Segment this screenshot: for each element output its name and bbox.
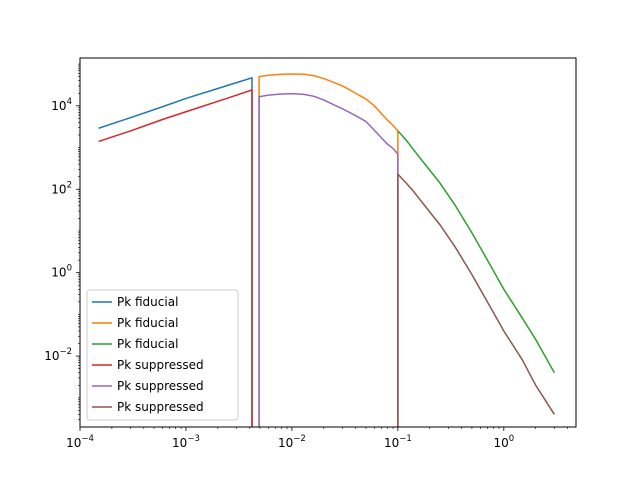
y-tick-label: 100 (51, 264, 72, 280)
legend-label: Pk fiducial (117, 316, 178, 330)
y-axis: 10−2 100 102 104 (44, 63, 80, 420)
series-line-5 (258, 92, 399, 427)
x-tick-label: 10−2 (278, 434, 306, 450)
legend-label: Pk fiducial (117, 337, 178, 351)
series-line-4 (98, 89, 253, 427)
x-axis: 10−4 10−3 10−2 10−1 100 (66, 427, 568, 450)
x-tick-label: 10−3 (172, 434, 200, 450)
legend-label: Pk suppressed (117, 400, 204, 414)
y-tick-label: 104 (51, 97, 72, 113)
legend-label: Pk suppressed (117, 358, 204, 372)
series-layer (98, 73, 556, 427)
x-tick-label: 10−4 (66, 434, 94, 450)
legend-label: Pk suppressed (117, 379, 204, 393)
x-tick-label: 10−1 (384, 434, 412, 450)
series-line-3 (397, 130, 556, 374)
series-line-6 (397, 173, 556, 427)
series-line-2 (258, 73, 399, 427)
x-tick-label: 100 (493, 434, 514, 450)
legend: Pk fiducial Pk fiducial Pk fiducial Pk supp… (86, 289, 239, 421)
legend-box (86, 289, 239, 421)
y-tick-label: 102 (51, 180, 72, 196)
plot-frame (79, 57, 577, 428)
legend-label: Pk fiducial (117, 295, 178, 309)
y-tick-label: 10−2 (44, 347, 72, 363)
series-line-1 (98, 77, 253, 427)
